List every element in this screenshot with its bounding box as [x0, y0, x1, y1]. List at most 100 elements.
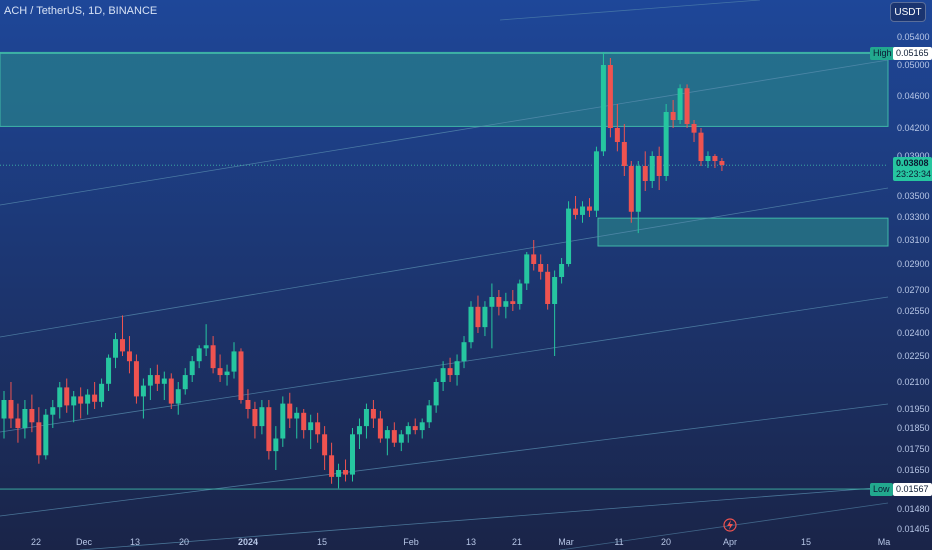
candle-body — [78, 396, 84, 404]
high-label-tag: High — [870, 47, 895, 60]
candle-body — [628, 166, 634, 212]
x-tick-label: 13 — [130, 537, 140, 547]
candle-body — [545, 271, 551, 304]
x-tick-label: Apr — [723, 537, 737, 547]
x-tick-label: 15 — [801, 537, 811, 547]
x-tick-label: Ma — [878, 537, 891, 547]
y-tick-label: 0.01750 — [897, 444, 930, 454]
candle-body — [64, 387, 70, 406]
candle-body — [398, 434, 404, 443]
candle-body — [433, 382, 439, 406]
currency-button[interactable]: USDT — [890, 2, 926, 22]
candle-body — [614, 128, 620, 142]
candle-body — [405, 426, 411, 435]
candle-body — [50, 407, 56, 415]
candle-body — [698, 132, 704, 161]
candle-body — [196, 348, 202, 362]
candle-body — [489, 297, 495, 307]
low-value-tag: 0.01567 — [893, 483, 932, 496]
x-tick-label: Dec — [76, 537, 93, 547]
candle-body — [182, 375, 188, 390]
candle-body — [99, 383, 105, 402]
y-tick-label: 0.02250 — [897, 351, 930, 361]
candle-body — [287, 403, 293, 419]
candle-body — [475, 306, 481, 328]
candle-body — [440, 368, 446, 382]
y-tick-label: 0.02700 — [897, 285, 930, 295]
candle-body — [670, 112, 676, 120]
candle-body — [426, 405, 432, 423]
y-tick-label: 0.01850 — [897, 423, 930, 433]
candle-body — [133, 361, 139, 397]
candle-body — [677, 88, 683, 120]
candle-body — [343, 470, 349, 475]
candle-body — [280, 403, 286, 439]
candle-body — [8, 400, 14, 419]
candle-body — [161, 378, 167, 384]
candle-body — [510, 301, 516, 304]
candle-body — [419, 422, 425, 431]
x-tick-label: 21 — [512, 537, 522, 547]
candle-body — [147, 375, 153, 386]
candle-body — [15, 418, 21, 428]
candle-body — [496, 297, 502, 307]
zone-2 — [597, 217, 889, 247]
candle-body — [154, 375, 160, 384]
candle-body — [308, 422, 314, 431]
candle-body — [531, 254, 537, 264]
lightning-bolt-glyph — [727, 520, 733, 530]
candle-body — [684, 88, 690, 124]
y-tick-label: 0.05000 — [897, 60, 930, 70]
candle-body — [586, 206, 592, 211]
candle-body — [649, 156, 655, 181]
candle-body — [336, 470, 342, 477]
candle-body — [350, 434, 355, 475]
candle-body — [168, 378, 174, 404]
y-tick-label: 0.03100 — [897, 235, 930, 245]
candle-body — [189, 361, 195, 376]
candle-body — [329, 455, 335, 477]
candle-body — [1, 400, 7, 419]
candle-body — [370, 409, 376, 419]
candle-body — [593, 151, 599, 211]
y-tick-label: 0.01480 — [897, 504, 930, 514]
candle-body — [691, 124, 697, 133]
candle-body — [705, 156, 711, 161]
candle-body — [363, 409, 369, 427]
candle-body — [384, 430, 390, 439]
candle-body — [412, 426, 418, 431]
x-tick-label: Feb — [403, 537, 419, 547]
candle-body — [663, 112, 669, 176]
candle-body — [36, 422, 42, 456]
symbol-title: ACH / TetherUS, 1D, BINANCE — [4, 5, 158, 17]
y-tick-label: 0.03500 — [897, 191, 930, 201]
y-tick-label: 0.02400 — [897, 328, 930, 338]
countdown-tag: 23:23:34 — [893, 168, 932, 181]
candle-body — [217, 368, 223, 376]
y-tick-label: 0.01950 — [897, 404, 930, 414]
candle-body — [266, 407, 272, 452]
y-tick-label: 0.05400 — [897, 32, 930, 42]
candle-body — [210, 345, 216, 369]
channel-line-3 — [0, 296, 889, 433]
channel-line-4 — [0, 403, 889, 517]
candle-body — [461, 342, 467, 362]
last-price-tag: 0.03808 — [893, 157, 932, 170]
x-tick-label: 2024 — [238, 537, 258, 547]
candle-body — [607, 65, 613, 128]
y-tick-label: 0.01405 — [897, 524, 930, 534]
candle-body — [113, 339, 119, 358]
y-tick-label: 0.02100 — [897, 377, 930, 387]
lightning-bolt-icon[interactable] — [723, 518, 737, 532]
x-tick-label: Mar — [558, 537, 574, 547]
channel-line-1 — [0, 59, 889, 206]
candle-body — [538, 264, 544, 272]
candle-body — [259, 407, 265, 427]
candle-body — [482, 306, 488, 328]
candle-body — [712, 156, 718, 161]
candle-body — [71, 396, 77, 406]
candle-body — [29, 409, 35, 423]
candle-body — [57, 387, 63, 408]
